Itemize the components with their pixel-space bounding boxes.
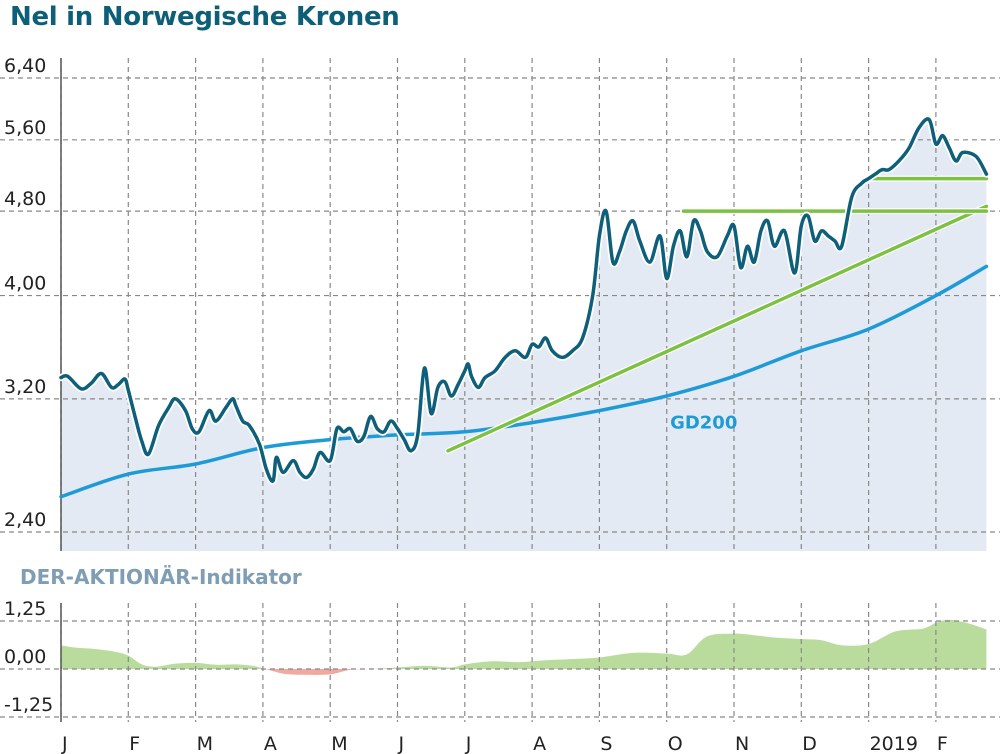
month-label: A [264, 733, 277, 754]
y-tick-label: 4,00 [4, 273, 46, 295]
month-label: M [197, 733, 213, 754]
month-label: A [533, 733, 546, 754]
support-trendline [446, 204, 989, 453]
indicator-title: DER-AKTIONÄR-Indikator [20, 565, 302, 589]
month-label: N [735, 733, 749, 754]
month-label: D [802, 733, 817, 754]
month-label: O [668, 733, 683, 754]
month-label: F [937, 733, 948, 754]
price-area [61, 118, 987, 552]
indicator-y-tick-label: -1,25 [4, 694, 53, 716]
indicator-y-tick-label: 1,25 [4, 598, 46, 620]
month-label: S [600, 733, 612, 754]
month-label: M [331, 733, 347, 754]
month-label: 2019 [870, 733, 918, 754]
y-tick-label: 3,20 [4, 376, 46, 398]
y-tick-label: 2,40 [4, 509, 46, 531]
gd200-line [59, 264, 989, 499]
chart-title: Nel in Norwegische Kronen [10, 2, 400, 32]
y-tick-label: 6,40 [4, 55, 46, 77]
month-label: J [465, 733, 472, 754]
month-label: J [398, 733, 405, 754]
indicator-y-tick-label: 0,00 [4, 646, 46, 668]
indicator-negative-area [61, 669, 987, 675]
y-tick-label: 5,60 [4, 117, 46, 139]
indicator-positive-area [61, 619, 987, 669]
price-line [59, 117, 989, 483]
gd200-label: GD200 [670, 413, 737, 434]
y-tick-label: 4,80 [4, 188, 46, 210]
month-label: J [61, 733, 68, 754]
month-label: F [129, 733, 140, 754]
